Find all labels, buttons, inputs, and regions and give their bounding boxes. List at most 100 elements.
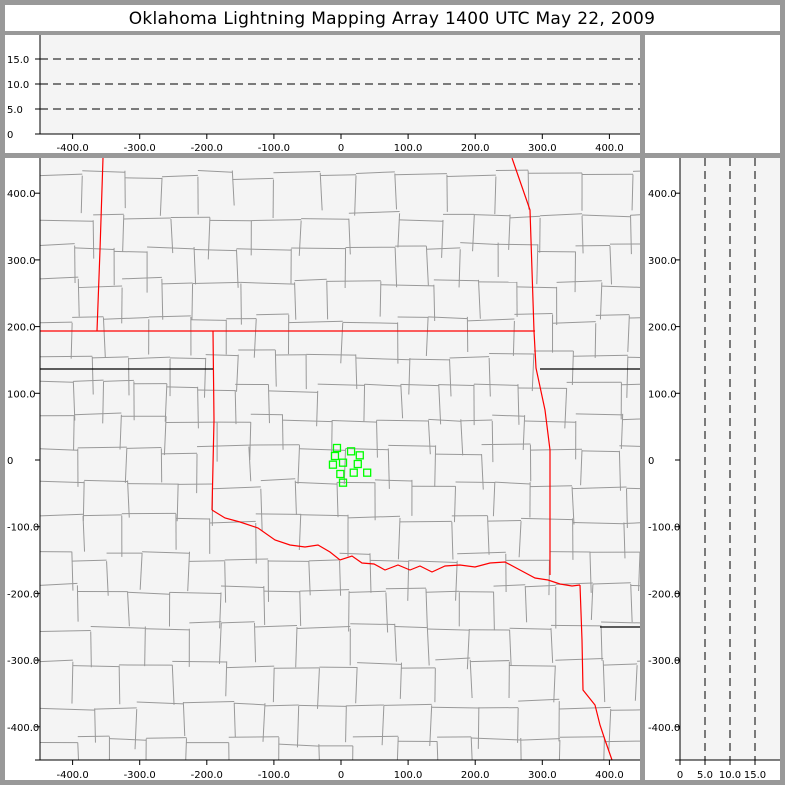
county-border bbox=[527, 170, 530, 210]
county-border bbox=[161, 452, 198, 455]
county-border bbox=[397, 213, 401, 248]
county-border bbox=[233, 702, 236, 738]
county-border bbox=[93, 213, 124, 216]
county-border bbox=[524, 420, 576, 423]
county-border bbox=[82, 515, 86, 552]
county-border bbox=[387, 448, 390, 489]
county-border bbox=[194, 248, 237, 252]
county-border bbox=[345, 705, 347, 743]
county-border bbox=[357, 662, 402, 665]
county-border bbox=[190, 319, 227, 321]
county-border bbox=[559, 706, 611, 710]
county-border bbox=[425, 590, 460, 593]
county-border bbox=[77, 742, 80, 760]
county-border bbox=[524, 586, 528, 623]
county-border bbox=[209, 520, 256, 524]
county-border bbox=[176, 483, 179, 522]
county-border bbox=[253, 318, 257, 358]
y-tick-label: -200.0 bbox=[648, 589, 680, 600]
county-border bbox=[397, 517, 401, 560]
county-border bbox=[193, 247, 197, 285]
x-tick-label: 400.0 bbox=[595, 770, 624, 781]
county-border bbox=[226, 665, 275, 669]
county-border bbox=[127, 591, 170, 595]
y-tick-label: 10.0 bbox=[7, 80, 29, 91]
x-tick-label: -100.0 bbox=[258, 143, 290, 154]
county-border bbox=[434, 445, 437, 487]
county-border bbox=[575, 413, 623, 416]
county-border bbox=[604, 740, 640, 743]
county-border bbox=[298, 513, 302, 550]
county-border bbox=[203, 357, 207, 398]
county-border bbox=[394, 173, 398, 210]
county-border bbox=[491, 420, 494, 463]
county-border bbox=[477, 707, 480, 749]
county-border bbox=[634, 665, 638, 701]
x-tick-label: 5.0 bbox=[697, 770, 713, 781]
county-border bbox=[74, 247, 115, 250]
county-border bbox=[595, 314, 630, 316]
y-tick-label: 0 bbox=[648, 456, 654, 467]
county-border bbox=[394, 247, 398, 288]
county-border bbox=[92, 220, 95, 259]
county-border bbox=[197, 386, 199, 429]
county-border bbox=[146, 737, 187, 739]
x-tick-label: -400.0 bbox=[56, 143, 88, 154]
county-border bbox=[40, 321, 73, 324]
county-border bbox=[599, 282, 603, 320]
county-border bbox=[426, 247, 461, 250]
county-border bbox=[182, 702, 186, 737]
county-border bbox=[139, 553, 143, 590]
county-border bbox=[348, 218, 351, 255]
county-border bbox=[297, 445, 301, 484]
county-border bbox=[509, 665, 556, 667]
county-border bbox=[408, 358, 411, 395]
county-border bbox=[473, 383, 518, 386]
county-border bbox=[161, 282, 193, 285]
county-border bbox=[517, 384, 520, 425]
county-border bbox=[474, 214, 511, 217]
county-border bbox=[317, 383, 365, 386]
county-border bbox=[248, 446, 252, 482]
county-border bbox=[492, 414, 525, 417]
county-border bbox=[369, 553, 372, 593]
county-border bbox=[220, 585, 264, 588]
county-border bbox=[457, 551, 506, 555]
x-tick-label: 100.0 bbox=[394, 770, 423, 781]
county-border bbox=[90, 625, 146, 629]
county-border bbox=[236, 248, 292, 251]
county-border bbox=[472, 214, 475, 252]
county-border bbox=[136, 701, 184, 705]
county-border bbox=[355, 667, 358, 704]
county-border bbox=[345, 448, 389, 451]
county-border bbox=[175, 517, 210, 520]
county-border bbox=[380, 284, 434, 287]
county-border bbox=[425, 588, 428, 627]
county-border bbox=[234, 702, 266, 706]
county-border bbox=[626, 356, 629, 398]
county-border bbox=[72, 381, 76, 421]
county-border bbox=[509, 627, 551, 630]
county-border bbox=[142, 551, 190, 554]
county-border bbox=[326, 280, 381, 282]
county-border bbox=[40, 513, 84, 517]
y-tick-label: 0 bbox=[7, 130, 13, 141]
y-tick-label: 100.0 bbox=[648, 389, 677, 400]
county-border bbox=[163, 416, 167, 456]
county-border bbox=[298, 704, 347, 707]
county-border bbox=[477, 279, 481, 319]
lma-station-marker bbox=[330, 451, 340, 461]
county-border bbox=[134, 709, 138, 750]
county-border bbox=[128, 356, 171, 360]
county-border bbox=[40, 448, 78, 451]
county-border bbox=[458, 249, 461, 288]
county-border bbox=[319, 172, 323, 211]
county-border bbox=[449, 356, 490, 359]
lma-station-marker bbox=[346, 447, 356, 456]
lma-station-marker bbox=[363, 468, 372, 477]
y-tick-label: 300.0 bbox=[648, 256, 677, 267]
county-border bbox=[299, 589, 350, 592]
county-border bbox=[350, 623, 395, 626]
county-border bbox=[260, 478, 296, 482]
